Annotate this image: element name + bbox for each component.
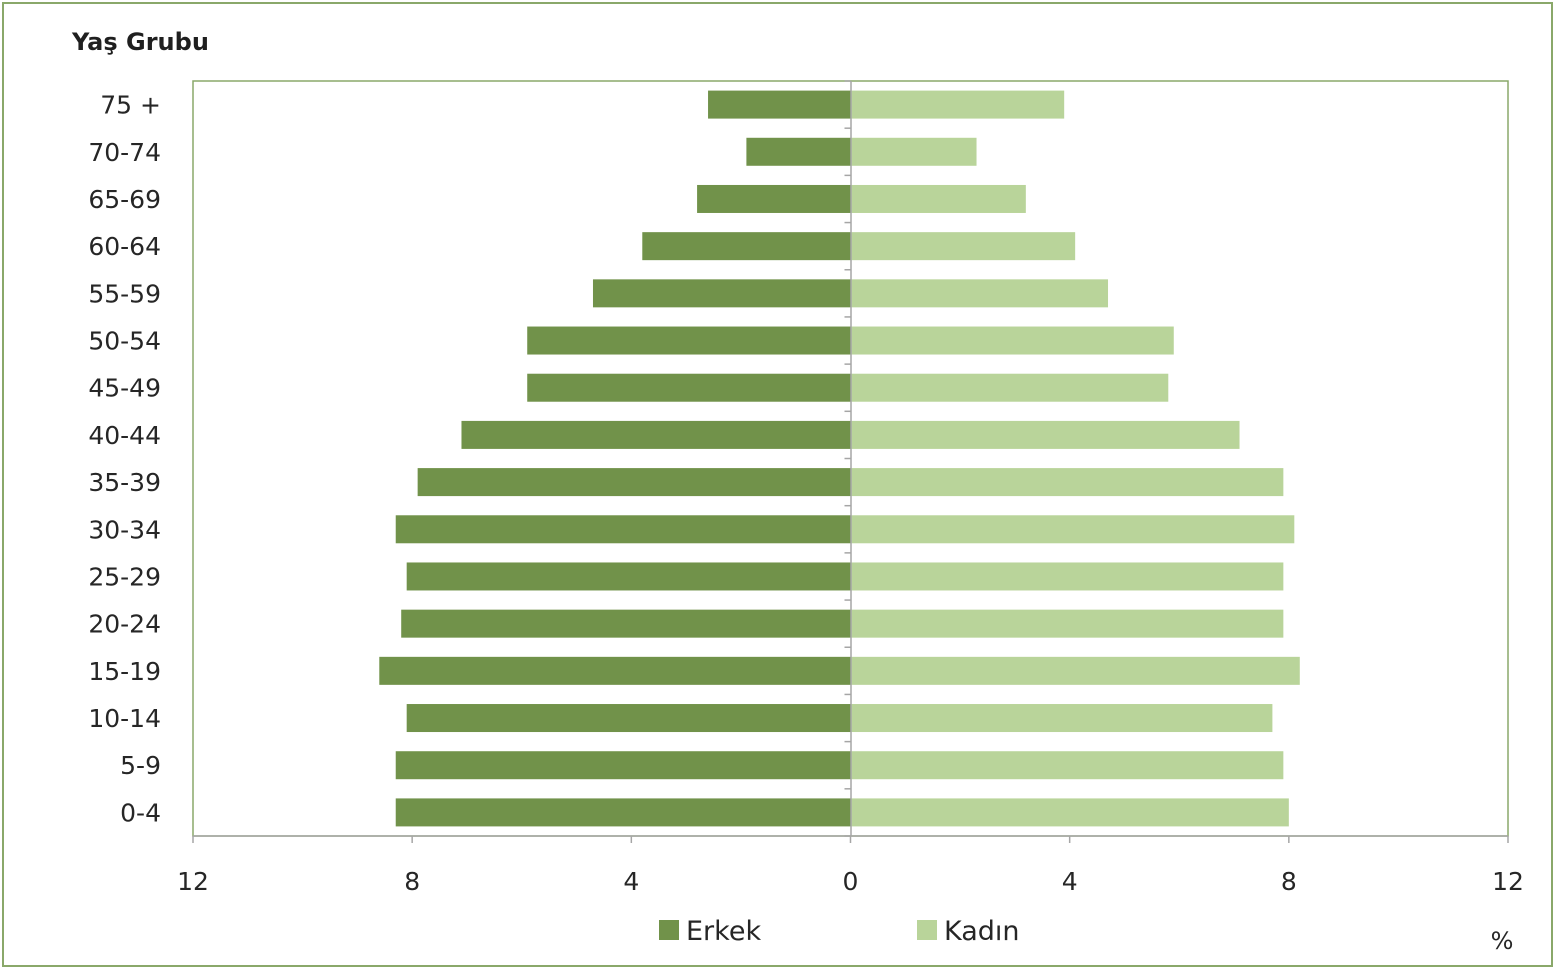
y-tick-label: 45-49 bbox=[88, 374, 161, 403]
y-tick-label: 10-14 bbox=[88, 704, 161, 733]
y-tick-label: 70-74 bbox=[88, 138, 161, 167]
legend-swatch-kad-n bbox=[917, 920, 937, 940]
bar-kad-n-20-24 bbox=[850, 609, 1284, 638]
bar-erkek-55-59 bbox=[592, 279, 851, 308]
y-tick-label: 0-4 bbox=[120, 798, 161, 827]
bar-erkek-75- bbox=[708, 90, 851, 119]
bar-kad-n-45-49 bbox=[850, 373, 1169, 402]
x-tick-label: 4 bbox=[1062, 867, 1078, 896]
x-axis-unit: % bbox=[1491, 927, 1514, 955]
bar-erkek-10-14 bbox=[406, 704, 851, 733]
bar-kad-n-40-44 bbox=[850, 420, 1240, 449]
bar-erkek-40-44 bbox=[461, 420, 851, 449]
y-tick-label: 75 + bbox=[100, 91, 161, 120]
y-tick-label: 5-9 bbox=[120, 751, 161, 780]
bar-erkek-50-54 bbox=[527, 326, 851, 355]
y-tick-label: 25-29 bbox=[88, 562, 161, 591]
legend: Erkek Kadın bbox=[659, 916, 1020, 947]
bar-kad-n-10-14 bbox=[850, 704, 1273, 733]
bar-erkek-5-9 bbox=[395, 751, 851, 780]
bar-erkek-0-4 bbox=[395, 798, 851, 827]
legend-swatch-erkek bbox=[659, 920, 679, 940]
y-tick-label: 40-44 bbox=[88, 421, 161, 450]
y-tick-label: 20-24 bbox=[88, 610, 161, 639]
bar-kad-n-35-39 bbox=[850, 468, 1284, 497]
bar-kad-n-65-69 bbox=[850, 184, 1026, 213]
bar-erkek-65-69 bbox=[697, 184, 851, 213]
y-tick-label: 55-59 bbox=[88, 279, 161, 308]
x-tick-label: 8 bbox=[404, 867, 420, 896]
bar-kad-n-70-74 bbox=[850, 137, 977, 166]
x-axis-labels: 12 8 4 0 4 8 12 bbox=[177, 836, 1524, 896]
bar-kad-n-50-54 bbox=[850, 326, 1174, 355]
bar-erkek-15-19 bbox=[379, 656, 851, 685]
bar-kad-n-0-4 bbox=[850, 798, 1289, 827]
bar-erkek-45-49 bbox=[527, 373, 851, 402]
bar-kad-n-55-59 bbox=[850, 279, 1109, 308]
bar-erkek-25-29 bbox=[406, 562, 851, 591]
bar-kad-n-15-19 bbox=[850, 656, 1300, 685]
bar-kad-n-60-64 bbox=[850, 232, 1076, 261]
bar-erkek-20-24 bbox=[401, 609, 851, 638]
x-tick-label: 12 bbox=[1492, 867, 1524, 896]
y-tick-label: 50-54 bbox=[88, 327, 161, 356]
bar-kad-n-75- bbox=[850, 90, 1065, 119]
bars-group bbox=[379, 90, 1300, 827]
y-tick-label: 60-64 bbox=[88, 232, 161, 261]
y-tick-label: 65-69 bbox=[88, 185, 161, 214]
y-axis-title: Yaş Grubu bbox=[71, 28, 209, 56]
bar-erkek-35-39 bbox=[417, 468, 851, 497]
bar-erkek-30-34 bbox=[395, 515, 851, 544]
x-tick-label: 0 bbox=[843, 867, 859, 896]
legend-label-kad-n: Kadın bbox=[944, 916, 1020, 947]
bar-kad-n-5-9 bbox=[850, 751, 1284, 780]
y-tick-label: 30-34 bbox=[88, 515, 161, 544]
x-tick-label: 12 bbox=[177, 867, 209, 896]
y-tick-label: 35-39 bbox=[88, 468, 161, 497]
bar-erkek-60-64 bbox=[642, 232, 851, 261]
bar-kad-n-25-29 bbox=[850, 562, 1284, 591]
x-tick-label: 4 bbox=[623, 867, 639, 896]
bar-erkek-70-74 bbox=[746, 137, 851, 166]
bar-kad-n-30-34 bbox=[850, 515, 1295, 544]
legend-label-erkek: Erkek bbox=[686, 916, 761, 947]
y-tick-label: 15-19 bbox=[88, 657, 161, 686]
y-axis-labels: 75 + 70-74 65-69 60-64 55-59 50-54 45-49 40-44 3… bbox=[88, 91, 161, 828]
x-tick-label: 8 bbox=[1281, 867, 1297, 896]
